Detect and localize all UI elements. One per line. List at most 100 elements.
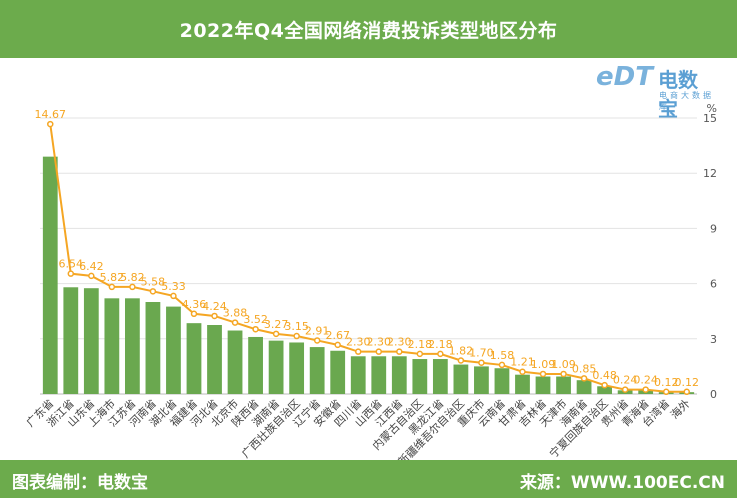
data-label: 0.12 (654, 376, 679, 389)
data-label: 3.27 (264, 318, 289, 331)
data-label: 14.67 (35, 108, 67, 121)
bar (166, 306, 181, 394)
y-tick-label: 0 (710, 388, 717, 401)
line-point (149, 288, 157, 295)
line-point (457, 357, 465, 364)
data-label: 2.30 (346, 336, 371, 349)
line-point (642, 386, 649, 393)
line-point (211, 312, 218, 320)
line-point (396, 348, 403, 355)
line-point (272, 330, 280, 338)
data-label: 1.09 (531, 358, 556, 371)
footer-source: 来源：WWW.100EC.CN (519, 473, 725, 493)
line-point (313, 337, 321, 344)
bar-line-chart: 03691215%14.676.546.425.825.825.585.334.… (24, 102, 717, 468)
line-point (88, 272, 95, 280)
bar (63, 287, 79, 394)
line-point (354, 348, 362, 355)
bar (515, 374, 530, 394)
bar (474, 366, 489, 394)
data-label: 2.30 (367, 336, 392, 349)
line-point (683, 388, 690, 396)
data-label: 5.82 (120, 271, 145, 284)
data-label: 4.24 (202, 300, 227, 313)
data-label: 5.33 (161, 280, 186, 293)
line-point (601, 381, 608, 389)
y-tick-label: 6 (710, 278, 717, 291)
bar (268, 340, 284, 394)
bar (391, 356, 407, 394)
data-label: 2.18 (428, 338, 453, 351)
line-point (108, 283, 116, 291)
bar (432, 359, 448, 394)
data-label: 0.24 (613, 374, 638, 387)
bar (289, 342, 305, 394)
line-point (252, 325, 259, 333)
line-point (416, 350, 424, 358)
bar (145, 302, 161, 394)
data-label: 1.70 (469, 347, 494, 360)
data-label: 1.82 (449, 345, 474, 358)
data-label: 0.24 (633, 374, 658, 387)
data-label: 2.18 (408, 338, 433, 351)
bar (494, 368, 510, 394)
brand-logo: eDT 电数宝 电商大数据库 (596, 62, 716, 121)
data-label: 6.54 (59, 258, 84, 271)
line-point (580, 375, 588, 382)
bar (535, 376, 551, 394)
data-label: 6.42 (79, 260, 104, 273)
data-label: 5.82 (100, 271, 125, 284)
data-label: 3.52 (243, 313, 268, 326)
data-label: 0.85 (572, 362, 597, 375)
line-point (621, 386, 629, 393)
bar (309, 347, 325, 394)
footer-credit: 图表编制：电数宝 (12, 473, 148, 493)
y-tick-label: 3 (710, 333, 717, 346)
line-point (47, 120, 54, 128)
data-label: 2.91 (305, 324, 330, 337)
line-point (334, 341, 341, 349)
line-point (129, 283, 136, 291)
header-bar: 2022年Q4全国网络消费投诉类型地区分布 (0, 0, 737, 58)
data-label: 4.36 (182, 298, 207, 311)
line-point (560, 370, 567, 378)
data-label: 1.58 (490, 349, 515, 362)
line-point (539, 370, 547, 378)
bar (248, 336, 263, 394)
data-label: 3.15 (284, 320, 309, 333)
bar (104, 298, 120, 394)
bar (412, 359, 428, 394)
chart-title: 2022年Q4全国网络消费投诉类型地区分布 (179, 19, 558, 42)
footer-bar: 图表编制：电数宝 来源：WWW.100EC.CN (0, 460, 737, 498)
line-point (190, 310, 198, 318)
line-point (498, 361, 506, 369)
x-tick-label: 海外 (667, 396, 692, 421)
logo-mark: eDT (596, 62, 653, 92)
bar (576, 380, 592, 394)
data-label: 3.88 (223, 307, 248, 320)
line-point (293, 332, 300, 340)
series-line (49, 123, 687, 393)
data-label: 1.09 (551, 358, 576, 371)
bar (330, 350, 346, 394)
bar (453, 364, 469, 394)
data-label: 0.48 (592, 369, 617, 382)
data-label: 1.21 (510, 356, 535, 369)
data-label: 0.12 (674, 376, 699, 389)
line-point (67, 270, 75, 277)
bar (124, 298, 140, 394)
bar (371, 356, 387, 394)
data-label: 5.58 (141, 275, 166, 288)
line-point (662, 388, 670, 396)
line-point (170, 292, 177, 300)
line-point (231, 319, 239, 326)
y-tick-label: 12 (703, 167, 717, 180)
bar (42, 156, 58, 394)
line-point (519, 368, 526, 375)
bar (556, 376, 571, 394)
line-point (478, 359, 485, 366)
logo-name: 电数宝 (658, 68, 698, 121)
chart-area: 0 3 6 9 12 15% 14.67 6.54 6.42 5.82 5.82 5.58 5.33 4.… (0, 100, 737, 468)
y-tick-label: 9 (710, 222, 717, 235)
bar (207, 325, 222, 394)
